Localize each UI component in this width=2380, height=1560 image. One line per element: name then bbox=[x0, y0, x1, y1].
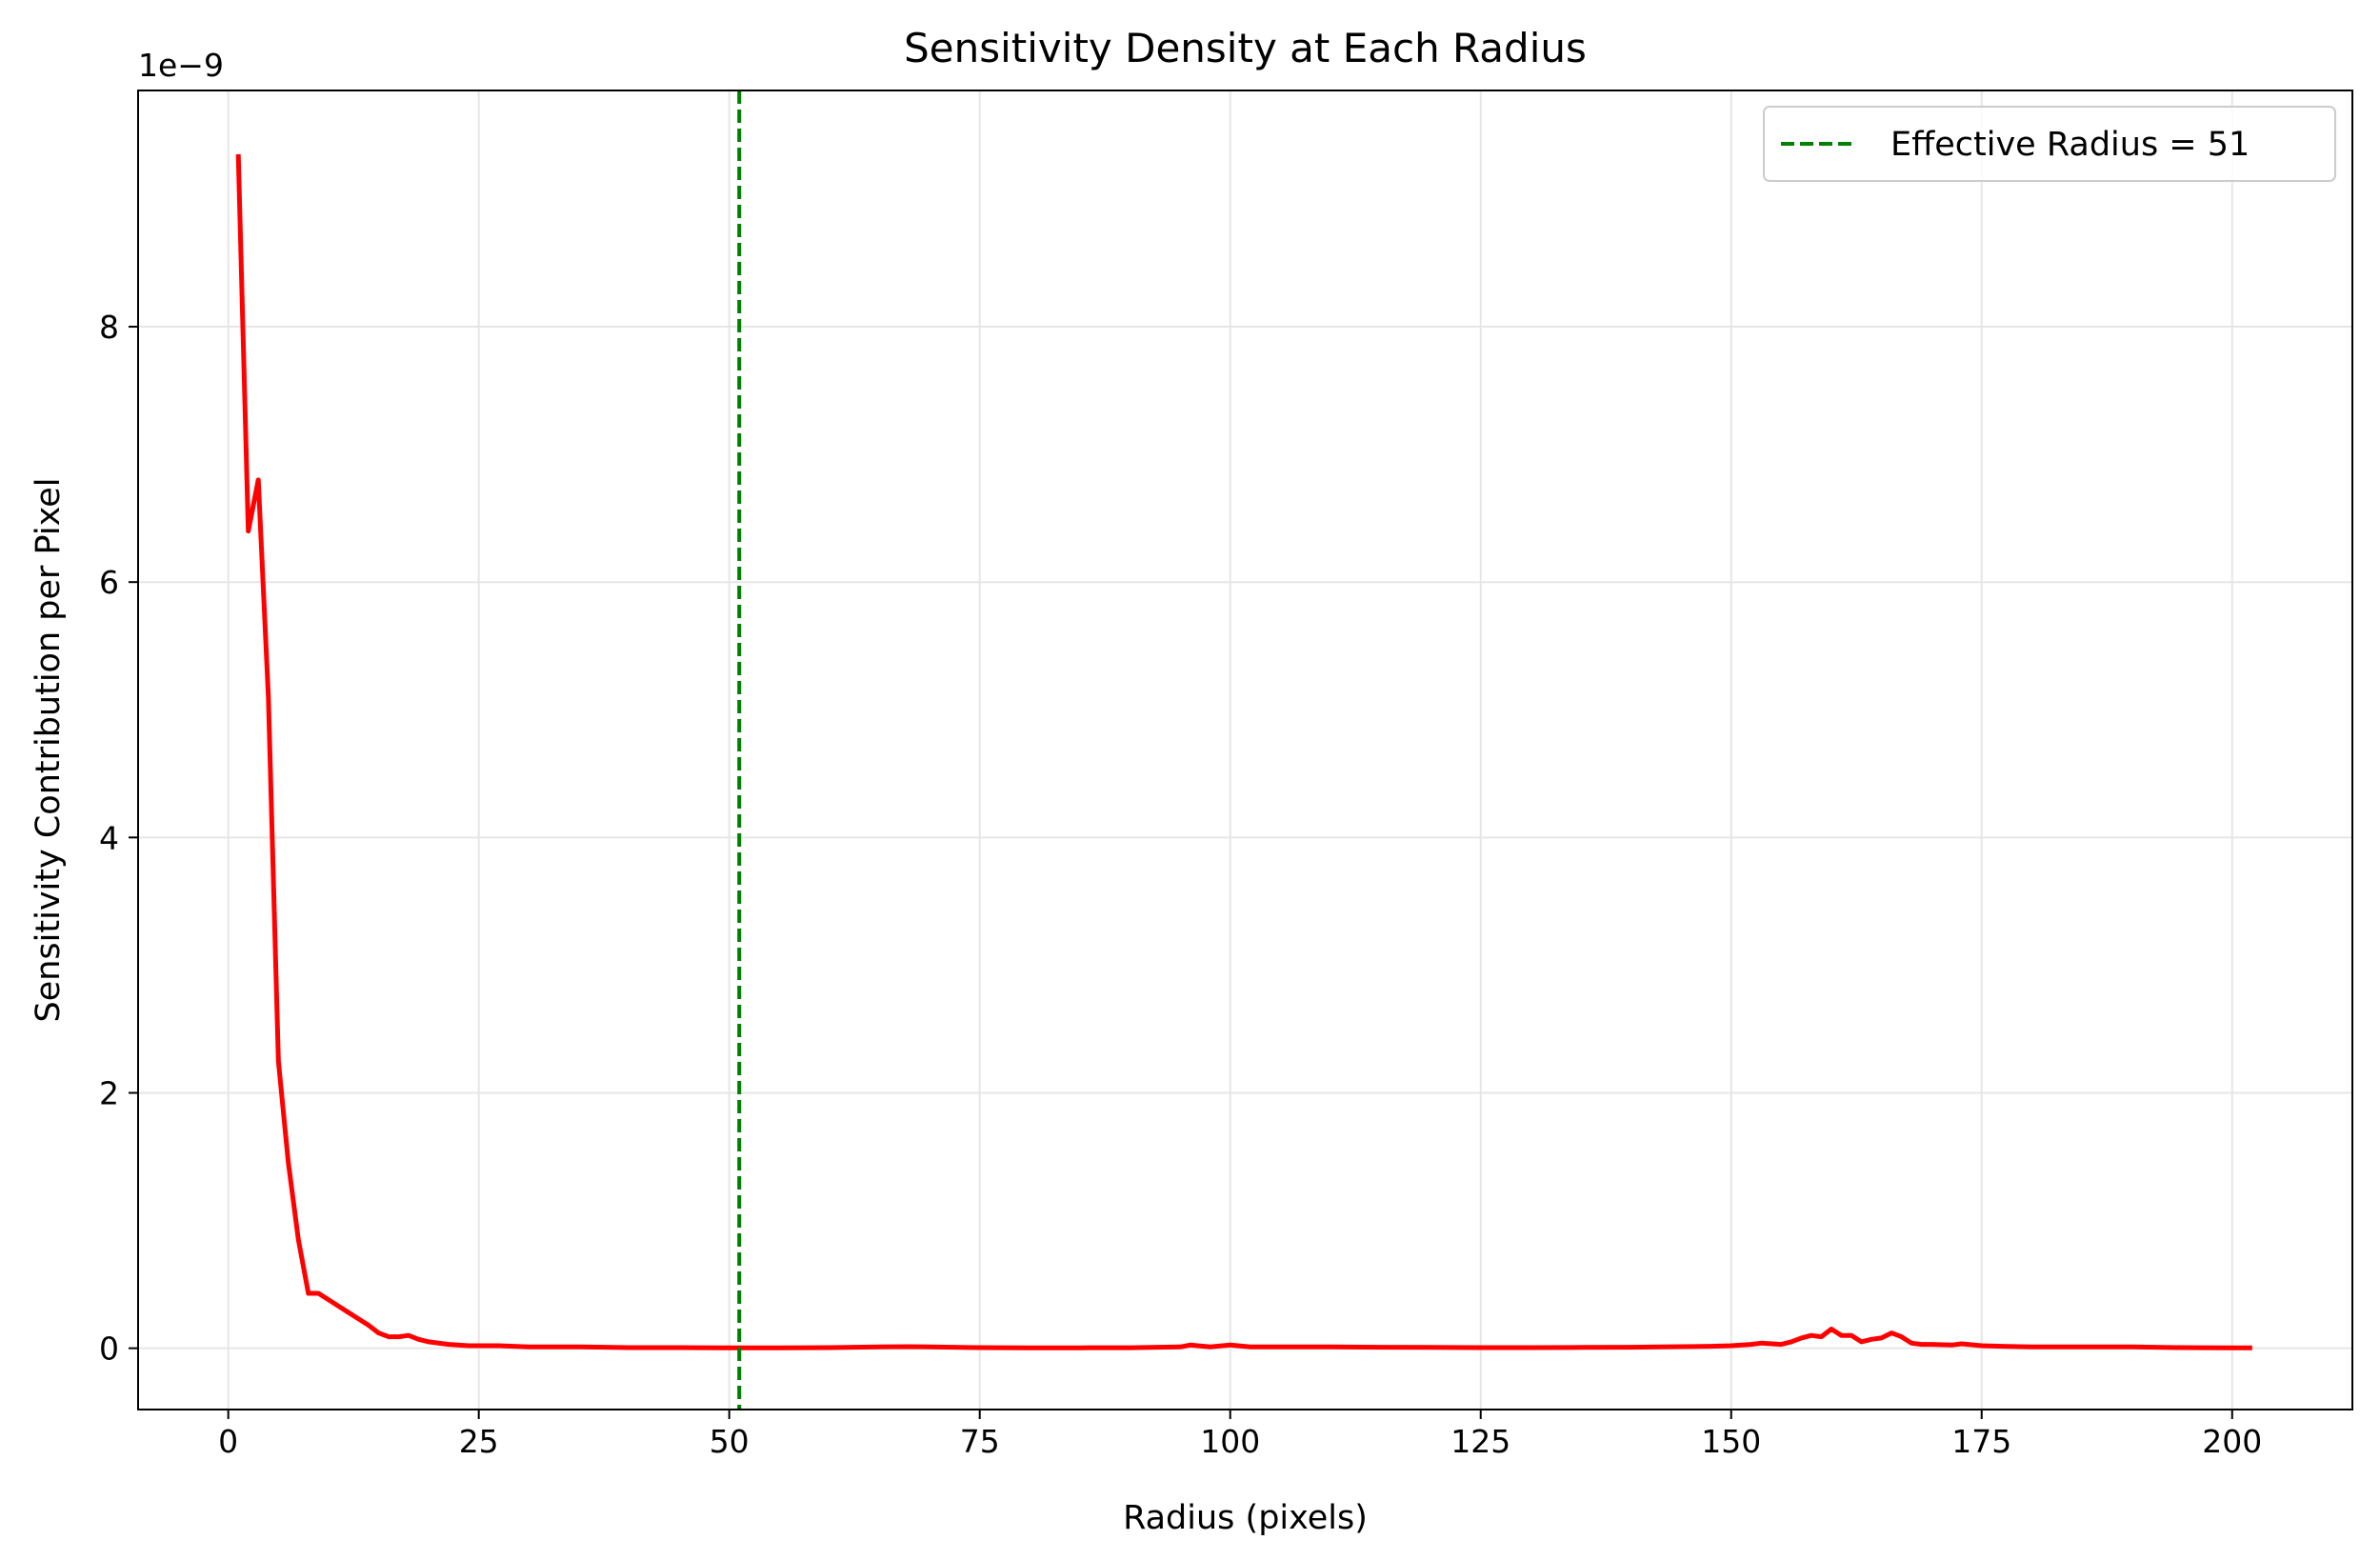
legend-box bbox=[1763, 106, 2336, 182]
x-tick-label: 25 bbox=[459, 1423, 499, 1460]
y-tick-label: 2 bbox=[99, 1074, 119, 1111]
x-tick-label: 75 bbox=[960, 1423, 1000, 1460]
series-layer bbox=[235, 90, 2252, 1410]
plot-frame bbox=[137, 90, 2353, 1410]
legend: Effective Radius = 51 bbox=[1763, 106, 2336, 182]
grid bbox=[138, 90, 2352, 1410]
sensitivity-density-line bbox=[235, 153, 2252, 1350]
y-tick-label: 4 bbox=[99, 819, 119, 856]
x-tick-label: 125 bbox=[1450, 1423, 1510, 1460]
y-tick-label: 6 bbox=[99, 564, 119, 601]
x-tick-label: 0 bbox=[218, 1423, 238, 1460]
x-tick-label: 150 bbox=[1701, 1423, 1761, 1460]
y-offset-label: 1e−9 bbox=[138, 47, 224, 84]
x-tick-label: 200 bbox=[2202, 1423, 2262, 1460]
x-axis-label: Radius (pixels) bbox=[1123, 1499, 1368, 1537]
y-tick-label: 8 bbox=[99, 309, 119, 346]
x-tick-label: 175 bbox=[1951, 1423, 2011, 1460]
ticks: 0 25 50 75 100 125 150 175 200 0 2 4 6 8 bbox=[99, 309, 2262, 1460]
chart-title: Sensitivity Density at Each Radius bbox=[904, 25, 1587, 71]
y-tick-label: 0 bbox=[99, 1330, 119, 1368]
legend-label-effective-radius: Effective Radius = 51 bbox=[1890, 126, 2250, 164]
x-tick-label: 50 bbox=[710, 1423, 750, 1460]
y-axis-label: Sensitivity Contribution per Pixel bbox=[30, 478, 68, 1023]
x-tick-label: 100 bbox=[1200, 1423, 1260, 1460]
